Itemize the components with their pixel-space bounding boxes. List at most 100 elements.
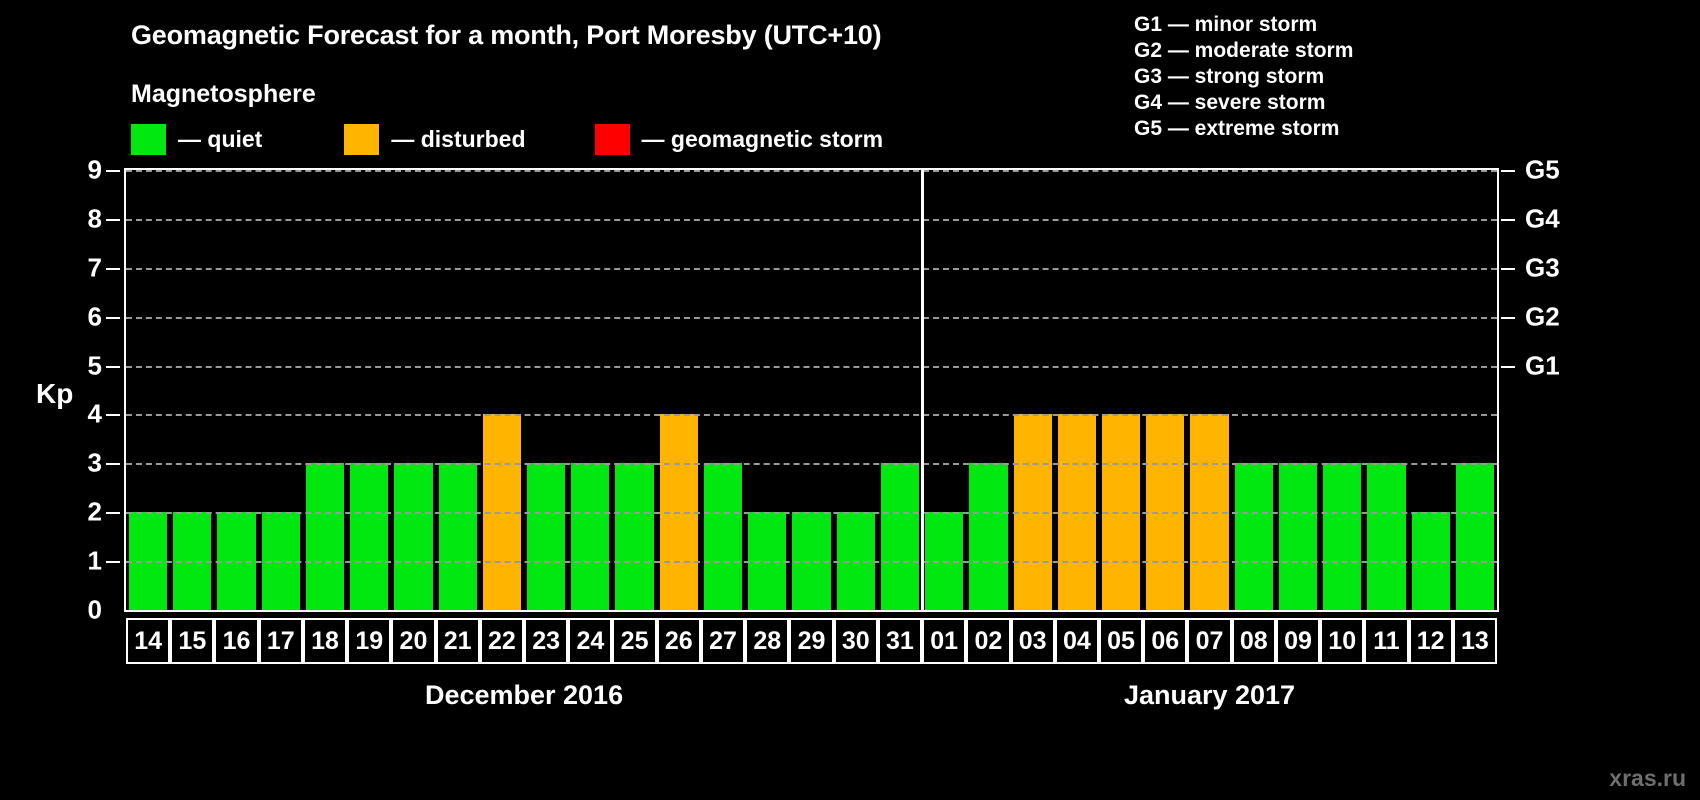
storm-swatch — [594, 123, 630, 155]
legend-label-storm: — geomagnetic storm — [641, 125, 884, 152]
bar-10 — [1323, 463, 1362, 610]
date-cell-30: 30 — [833, 618, 878, 664]
date-cell-02: 02 — [966, 618, 1011, 664]
g-tick-mark-G2 — [1501, 316, 1515, 319]
date-cell-23: 23 — [524, 618, 569, 664]
date-cell-18: 18 — [302, 618, 348, 664]
date-axis: 14 15 16 17 18 19 20 21 22 23 24 25 26 27 28 29 30 31 01 02… — [124, 618, 1499, 664]
date-cell-17: 17 — [258, 618, 303, 664]
y-tick-mark-2 — [106, 512, 120, 515]
gridline-kp-6 — [126, 316, 1497, 319]
y-tick-label-8: 8 — [87, 203, 102, 234]
y-tick-label-0: 0 — [87, 594, 102, 625]
date-cell-07: 07 — [1187, 618, 1232, 664]
storm-scale-legend: G1 — minor storm G2 — moderate storm G3 — … — [1134, 12, 1353, 142]
gridline-kp-4 — [126, 414, 1497, 417]
date-cell-22: 22 — [479, 618, 525, 664]
storm-scale-line-1: G1 — minor storm — [1134, 13, 1318, 36]
gridline-kp-5 — [126, 365, 1497, 368]
bar-18 — [305, 463, 345, 610]
g-tick-label-G1: G1 — [1525, 350, 1560, 381]
y-tick-label-9: 9 — [87, 154, 102, 185]
magnetosphere-legend: — quiet — disturbed — geomagnetic storm — [131, 122, 883, 156]
y-tick-mark-6 — [106, 316, 120, 319]
date-cell-05: 05 — [1098, 618, 1144, 664]
y-axis-title: Kp — [36, 378, 74, 409]
y-tick-mark-3 — [106, 463, 120, 466]
date-cell-10: 10 — [1320, 618, 1365, 664]
date-cell-15: 15 — [170, 618, 215, 664]
date-cell-31: 31 — [877, 618, 923, 664]
bar-31 — [880, 463, 920, 610]
bar-11 — [1367, 463, 1406, 610]
month-caption-2: January 2017 — [1123, 680, 1296, 710]
magnetosphere-heading: Magnetosphere — [131, 80, 316, 108]
g-tick-mark-G4 — [1501, 218, 1515, 221]
date-cell-25: 25 — [612, 618, 657, 664]
month-caption-1: December 2016 — [424, 680, 624, 710]
storm-scale-line-3: G3 — strong storm — [1134, 65, 1325, 88]
y-tick-label-1: 1 — [87, 545, 102, 576]
date-cell-13: 13 — [1452, 618, 1497, 664]
y-tick-mark-8 — [106, 218, 120, 221]
date-cell-20: 20 — [391, 618, 436, 664]
date-cell-29: 29 — [789, 618, 834, 664]
storm-scale-line-4: G4 — severe storm — [1134, 91, 1326, 114]
bar-25 — [615, 463, 654, 610]
y-tick-label-4: 4 — [87, 398, 102, 429]
date-cell-01: 01 — [922, 618, 967, 664]
plot-area — [124, 168, 1499, 612]
gridline-kp-7 — [126, 267, 1497, 270]
y-tick-label-2: 2 — [87, 496, 102, 527]
date-cell-14: 14 — [126, 618, 171, 664]
bar-27 — [703, 463, 743, 610]
y-tick-mark-4 — [106, 414, 120, 417]
g-tick-mark-G5 — [1501, 170, 1515, 172]
bar-24 — [571, 463, 610, 610]
gridline-kp-1 — [126, 561, 1497, 564]
g-tick-label-G3: G3 — [1525, 252, 1560, 283]
gridline-kp-2 — [126, 512, 1497, 515]
bar-13 — [1455, 463, 1494, 610]
date-cell-26: 26 — [656, 618, 701, 664]
date-cell-28: 28 — [745, 618, 790, 664]
g-tick-mark-G1 — [1501, 365, 1515, 368]
y-tick-mark-5 — [106, 365, 120, 368]
date-cell-16: 16 — [214, 618, 259, 664]
quiet-swatch — [131, 123, 166, 155]
g-tick-mark-G3 — [1501, 267, 1515, 270]
g-tick-label-G5: G5 — [1525, 154, 1560, 185]
date-cell-27: 27 — [700, 618, 746, 664]
bar-series — [126, 170, 1497, 610]
date-cell-09: 09 — [1275, 618, 1321, 664]
watermark: xras.ru — [1609, 765, 1686, 791]
y-tick-label-5: 5 — [87, 350, 102, 381]
legend-label-disturbed: — disturbed — [391, 125, 526, 152]
y-tick-mark-7 — [106, 267, 120, 270]
bar-23 — [527, 463, 566, 610]
month-divider — [921, 170, 925, 610]
y-tick-mark-9 — [106, 170, 120, 172]
date-cell-11: 11 — [1364, 618, 1409, 664]
gridline-kp-9 — [126, 170, 1497, 172]
gridline-kp-3 — [126, 463, 1497, 466]
legend-item-disturbed: — disturbed — [344, 123, 526, 155]
g-tick-label-G2: G2 — [1525, 301, 1560, 332]
date-cell-19: 19 — [347, 618, 392, 664]
legend-item-quiet: — quiet — [131, 123, 263, 155]
date-cell-08: 08 — [1231, 618, 1276, 664]
bar-20 — [394, 463, 433, 610]
y-tick-label-3: 3 — [87, 447, 102, 478]
date-cell-03: 03 — [1010, 618, 1055, 664]
legend-item-storm: — geomagnetic storm — [594, 123, 884, 155]
y-tick-label-7: 7 — [87, 252, 102, 283]
g-axis: G1 G2 G3 G4 G5 — [1501, 155, 1700, 612]
page-title: Geomagnetic Forecast for a month, Port M… — [131, 20, 882, 50]
date-cell-24: 24 — [568, 618, 613, 664]
bar-09 — [1278, 463, 1318, 610]
bar-08 — [1234, 463, 1273, 610]
legend-label-quiet: — quiet — [178, 125, 263, 152]
date-cell-06: 06 — [1143, 618, 1188, 664]
date-cell-21: 21 — [435, 618, 480, 664]
